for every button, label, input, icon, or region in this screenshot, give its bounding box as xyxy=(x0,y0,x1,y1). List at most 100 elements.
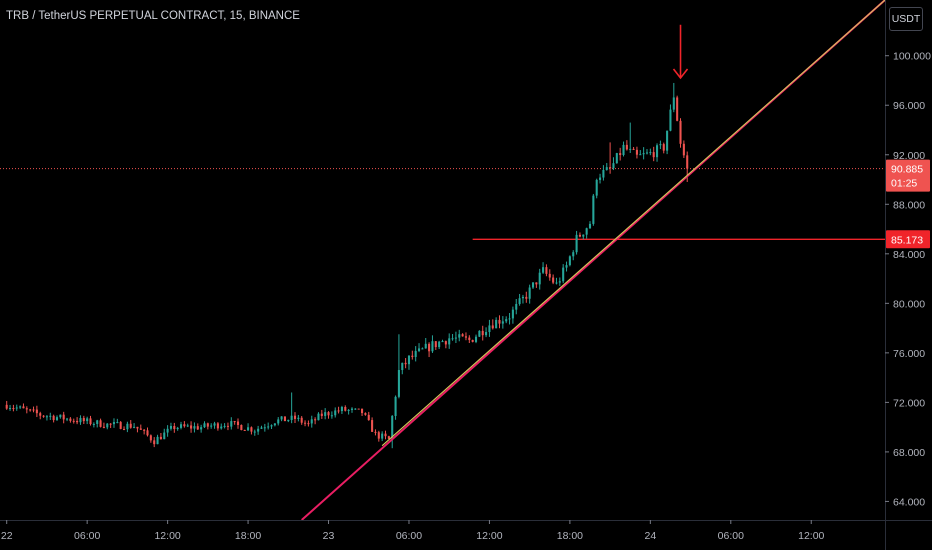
candle xyxy=(347,408,350,415)
candle xyxy=(156,434,159,445)
x-tick-label: 23 xyxy=(323,530,335,542)
candle xyxy=(656,143,659,162)
y-tick-label: 100.000 xyxy=(893,51,931,63)
candle xyxy=(357,408,360,410)
currency-button[interactable]: USDT xyxy=(889,7,923,31)
candle xyxy=(102,422,105,429)
candle xyxy=(407,355,411,370)
candle xyxy=(374,429,377,436)
candle xyxy=(478,330,481,338)
candle xyxy=(481,325,484,341)
candle xyxy=(679,118,682,148)
candle xyxy=(401,362,404,375)
candle xyxy=(82,415,85,424)
candle xyxy=(642,147,645,160)
y-tick-label: 84.000 xyxy=(893,249,925,261)
x-tick-label: 12:00 xyxy=(476,530,502,542)
candle xyxy=(15,404,18,411)
candle xyxy=(417,343,421,353)
candle xyxy=(190,421,193,433)
candle xyxy=(391,415,394,449)
y-tick-label: 64.000 xyxy=(893,496,925,508)
candle xyxy=(337,406,340,414)
candle xyxy=(528,284,531,304)
candle xyxy=(666,130,669,155)
candle xyxy=(193,422,196,433)
candle xyxy=(240,424,243,431)
candle xyxy=(461,333,464,337)
candle xyxy=(39,411,42,420)
candle xyxy=(122,426,126,431)
candle xyxy=(464,332,468,341)
candle xyxy=(143,429,146,435)
candle xyxy=(173,422,176,433)
candle xyxy=(468,335,471,344)
candle xyxy=(632,147,635,151)
candle xyxy=(267,422,270,430)
x-tick-label: 06:00 xyxy=(396,530,422,542)
candle xyxy=(605,162,608,171)
down-arrow-icon[interactable] xyxy=(672,24,689,80)
candle xyxy=(431,335,434,353)
inner-trendline[interactable] xyxy=(381,0,886,447)
candle xyxy=(233,420,236,425)
candle xyxy=(106,423,109,430)
candle xyxy=(96,419,99,428)
candle xyxy=(25,406,28,414)
candle xyxy=(283,416,286,422)
candle xyxy=(290,392,293,424)
candle xyxy=(421,347,424,350)
candle xyxy=(236,418,240,429)
candle xyxy=(66,417,69,422)
candle xyxy=(354,408,357,410)
candle xyxy=(659,140,662,150)
candle xyxy=(5,400,8,410)
candle xyxy=(139,424,142,430)
symbol-title: TRB / TetherUS PERPETUAL CONTRACT, 15, B… xyxy=(6,10,300,22)
candle xyxy=(260,425,263,430)
candle xyxy=(558,277,561,286)
candle xyxy=(129,420,132,429)
candle xyxy=(293,412,297,424)
x-tick-label: 06:00 xyxy=(718,530,744,542)
candle xyxy=(505,316,508,324)
candle xyxy=(474,334,478,344)
candle xyxy=(669,104,672,132)
candle xyxy=(89,415,92,426)
candle xyxy=(458,329,461,342)
candle xyxy=(250,426,253,435)
candle xyxy=(179,421,183,430)
candle xyxy=(404,358,407,369)
candle xyxy=(625,140,628,151)
candle xyxy=(639,150,642,156)
candle xyxy=(394,395,397,420)
candle xyxy=(317,412,320,421)
candle xyxy=(163,428,166,440)
x-tick-label: 18:00 xyxy=(235,530,261,542)
candle xyxy=(72,418,75,424)
candle xyxy=(384,430,387,440)
candle xyxy=(257,425,260,435)
candle xyxy=(387,435,390,439)
candle xyxy=(498,315,501,329)
candle xyxy=(645,149,649,155)
candle xyxy=(518,293,521,306)
candle xyxy=(330,411,333,419)
candle xyxy=(206,422,209,430)
candle xyxy=(572,250,575,261)
candle-countdown: 01:25 xyxy=(891,178,917,190)
candle xyxy=(183,421,186,428)
candle xyxy=(525,291,528,303)
candle xyxy=(649,148,652,156)
candle xyxy=(350,407,354,413)
price-labels-layer: 90.885 01:25 85.173 xyxy=(886,159,930,249)
candle xyxy=(612,157,615,171)
candle xyxy=(635,146,638,159)
candles-layer xyxy=(5,82,689,449)
candle xyxy=(568,255,571,267)
candle xyxy=(538,268,541,290)
candle xyxy=(297,414,300,422)
candle xyxy=(196,423,199,430)
